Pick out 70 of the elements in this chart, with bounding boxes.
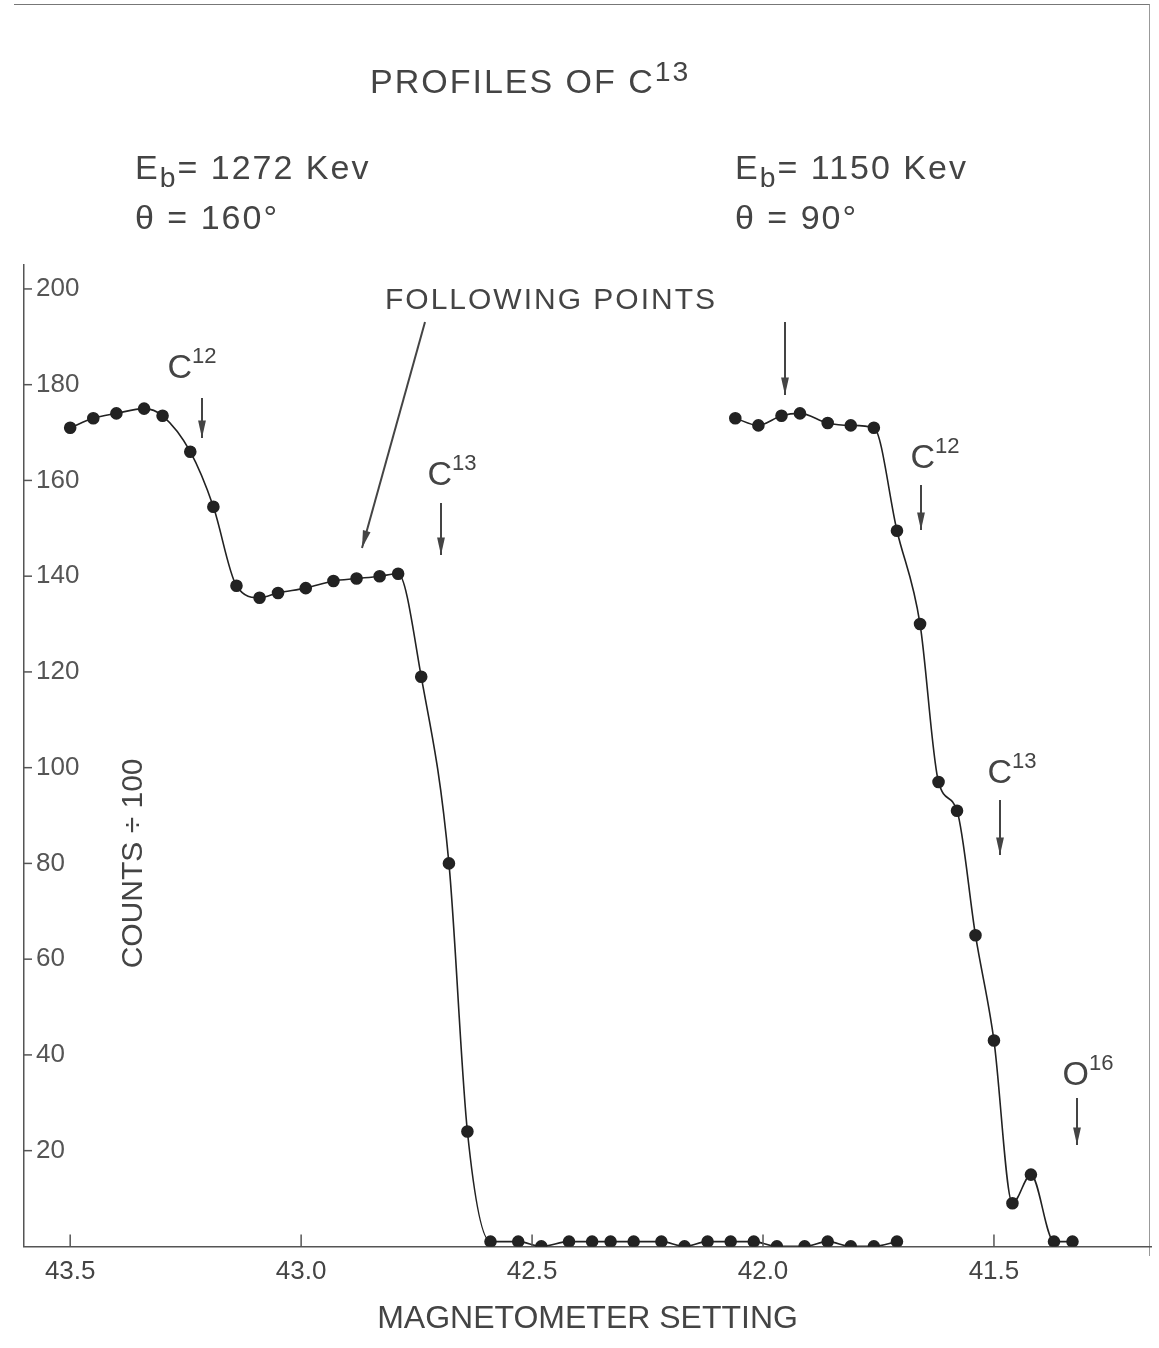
point [969, 928, 982, 942]
point [775, 409, 788, 423]
point [1024, 1168, 1038, 1181]
point [913, 617, 927, 631]
point [890, 524, 904, 537]
point [729, 411, 742, 425]
point [1006, 1197, 1019, 1210]
point [821, 1235, 834, 1247]
point [156, 409, 169, 423]
point [86, 411, 100, 425]
point [747, 1235, 761, 1247]
text: E$_{b}$= 1150 Kev [735, 148, 968, 194]
y-tick-label: 80 [36, 846, 65, 877]
point [627, 1235, 640, 1247]
point [253, 591, 266, 605]
point [821, 416, 834, 430]
y-tick-label: 20 [36, 1133, 65, 1164]
point [271, 586, 285, 600]
point [350, 572, 363, 585]
point [461, 1125, 474, 1138]
y-tick-label: 160 [36, 463, 80, 494]
point [414, 670, 428, 684]
point [230, 579, 243, 593]
point [701, 1235, 714, 1247]
x-tick-label: 43.0 [275, 1255, 327, 1286]
point [63, 421, 77, 435]
point [110, 407, 123, 420]
point [890, 1235, 904, 1247]
y-tick-label: 60 [36, 942, 65, 973]
y-tick-label: 180 [36, 367, 80, 398]
x-tick-label: 42.5 [506, 1255, 558, 1286]
point [207, 500, 220, 514]
x-tick-label: 41.5 [968, 1255, 1020, 1286]
point [724, 1235, 737, 1247]
y-tick-label: 200 [36, 272, 80, 303]
point [655, 1235, 668, 1247]
point [867, 421, 881, 435]
point [987, 1034, 1001, 1047]
point [511, 1235, 525, 1247]
point [604, 1235, 617, 1247]
point [950, 804, 964, 818]
annotation: FOLLOWING POINTS [385, 282, 718, 316]
point [844, 419, 858, 432]
point [137, 402, 151, 415]
x-tick-label: 42.0 [737, 1255, 789, 1286]
point [484, 1235, 497, 1247]
point [1047, 1235, 1061, 1247]
text: E$_{b}$= 1272 Kev [135, 148, 371, 194]
point [585, 1235, 599, 1247]
y-tick-label: 40 [36, 1038, 65, 1069]
y-tick-label: 120 [36, 655, 80, 686]
x-axis-title: MAGNETOMETER SETTING [377, 1298, 798, 1335]
y-tick-label: 140 [36, 559, 80, 590]
y-tick-label: 100 [36, 750, 80, 781]
y-axis-title: COUNTS ÷ 100 [115, 758, 149, 969]
point [932, 775, 945, 789]
point [793, 407, 807, 420]
point [391, 567, 405, 581]
point [373, 569, 386, 583]
text: θ = 90° [735, 198, 859, 237]
x-tick-label: 43.5 [44, 1255, 96, 1286]
point [183, 445, 197, 459]
chart-title: PROFILES OF C$^{13}$ [370, 55, 691, 102]
point [562, 1235, 576, 1247]
point [752, 419, 765, 432]
point [299, 581, 313, 595]
point [1066, 1235, 1079, 1247]
text: θ = 160° [135, 198, 279, 237]
point [327, 574, 340, 588]
point [442, 857, 456, 870]
